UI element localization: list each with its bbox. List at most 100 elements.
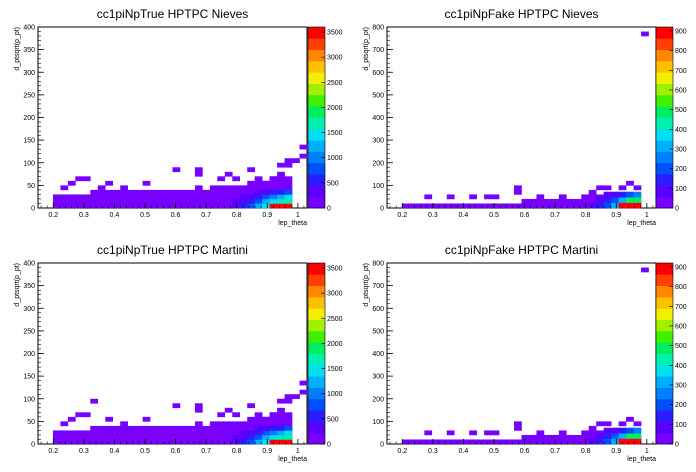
colorbar-segment	[308, 83, 325, 90]
histogram-bin	[277, 198, 285, 204]
histogram-bin	[262, 434, 270, 440]
y-tick-label: 0	[380, 442, 384, 449]
x-tick-label: 0.2	[397, 448, 407, 455]
x-tick-label: 0.7	[550, 448, 560, 455]
colorbar-segment	[308, 347, 325, 354]
colorbar-tick-label: 500	[675, 343, 687, 350]
histogram-bin	[105, 180, 114, 186]
colorbar-segment	[656, 140, 673, 147]
histogram-bin	[618, 438, 627, 445]
histogram-bin	[431, 439, 440, 444]
colorbar-tick-label: 200	[675, 166, 687, 173]
histogram-bin	[588, 425, 597, 431]
histogram-bin	[277, 425, 285, 431]
colorbar-segment	[656, 117, 673, 124]
histogram-bin	[469, 430, 477, 436]
x-tick-label: 0.6	[171, 212, 181, 219]
colorbar-segment	[308, 106, 325, 113]
histogram-bin	[299, 389, 308, 395]
x-tick-label: 1	[296, 212, 300, 219]
colorbar-segment	[656, 404, 673, 411]
histogram-bin	[232, 198, 241, 204]
colorbar-segment	[308, 438, 325, 445]
histogram-bin	[194, 421, 203, 444]
histogram-bin	[269, 434, 278, 440]
histogram-bin	[284, 439, 293, 445]
histogram-bin	[581, 430, 590, 444]
histogram-bin	[588, 202, 597, 209]
histogram-bin	[603, 438, 612, 445]
y-tick-label: 250	[23, 328, 35, 335]
histogram-bin	[611, 202, 619, 209]
histogram-bin	[633, 197, 642, 203]
colorbar-tick-label: 800	[675, 284, 687, 291]
histogram-bin	[536, 434, 545, 444]
x-tick-label: 0.7	[201, 212, 211, 219]
histogram-bin	[536, 198, 545, 208]
colorbar-segment	[308, 427, 325, 434]
colorbar-segment	[308, 60, 325, 67]
colorbar-tick-label: 2000	[327, 105, 343, 112]
histogram-bin	[641, 31, 649, 37]
colorbar-segment	[308, 313, 325, 320]
histogram-bin	[60, 185, 69, 191]
histogram-bin	[142, 189, 151, 208]
y-tick-label: 600	[372, 306, 384, 313]
colorbar-segment	[656, 38, 673, 45]
histogram-bin	[247, 203, 255, 209]
colorbar-segment	[308, 128, 325, 135]
histogram-bin	[194, 171, 203, 177]
histogram-bin	[232, 176, 241, 182]
histogram-bin	[484, 430, 492, 436]
histogram-bin	[611, 197, 619, 203]
histogram-bin	[424, 194, 433, 200]
colorbar-segment	[308, 66, 325, 73]
histogram-bin	[506, 439, 515, 444]
histogram-bin	[484, 194, 492, 200]
colorbar-segment	[656, 285, 673, 292]
colorbar-segment	[656, 151, 673, 158]
colorbar-tick-label: 2500	[327, 316, 343, 323]
colorbar-segment	[656, 32, 673, 39]
histogram-bin	[262, 203, 270, 209]
colorbar-segment	[656, 111, 673, 118]
histogram-bin	[461, 439, 470, 444]
x-tick-label: 0.7	[550, 212, 560, 219]
colorbar-segment	[308, 268, 325, 275]
histogram-bin	[284, 194, 293, 200]
histogram-bin	[67, 194, 76, 208]
colorbar-segment	[308, 325, 325, 332]
colorbar-segment	[656, 296, 673, 303]
histogram-bin	[558, 194, 567, 200]
y-tick-label: 500	[372, 92, 384, 99]
colorbar-segment	[656, 72, 673, 79]
colorbar-segment	[656, 191, 673, 198]
x-tick-label: 0.5	[140, 448, 150, 455]
histogram-bin	[401, 203, 410, 208]
histogram-bin	[528, 198, 537, 208]
histogram-bin	[217, 412, 226, 418]
y-tick-label: 500	[372, 328, 384, 335]
y-tick-label: 300	[372, 138, 384, 145]
histogram-bin	[633, 433, 642, 439]
colorbar-segment	[656, 202, 673, 209]
colorbar-segment	[656, 291, 673, 298]
colorbar-frame	[655, 262, 674, 445]
colorbar-segment	[656, 174, 673, 181]
colorbar-segment	[308, 100, 325, 107]
x-tick-label: 0.2	[397, 212, 407, 219]
colorbar-segment	[656, 302, 673, 309]
colorbar-tick-label: 700	[675, 304, 687, 311]
histogram-bin	[217, 176, 226, 182]
y-tick-label: 800	[372, 261, 384, 268]
y-tick-label: 50	[27, 183, 35, 190]
x-tick-label: 0.8	[232, 448, 242, 455]
colorbar-segment	[308, 393, 325, 400]
colorbar-segment	[656, 376, 673, 383]
histogram-bin	[626, 433, 634, 439]
x-axis-label: lep_theta	[627, 220, 656, 227]
colorbar-tick-label: 2500	[327, 80, 343, 87]
y-tick-label: 350	[23, 283, 35, 290]
histogram-bin	[558, 198, 567, 208]
x-tick-label: 0.4	[110, 212, 120, 219]
